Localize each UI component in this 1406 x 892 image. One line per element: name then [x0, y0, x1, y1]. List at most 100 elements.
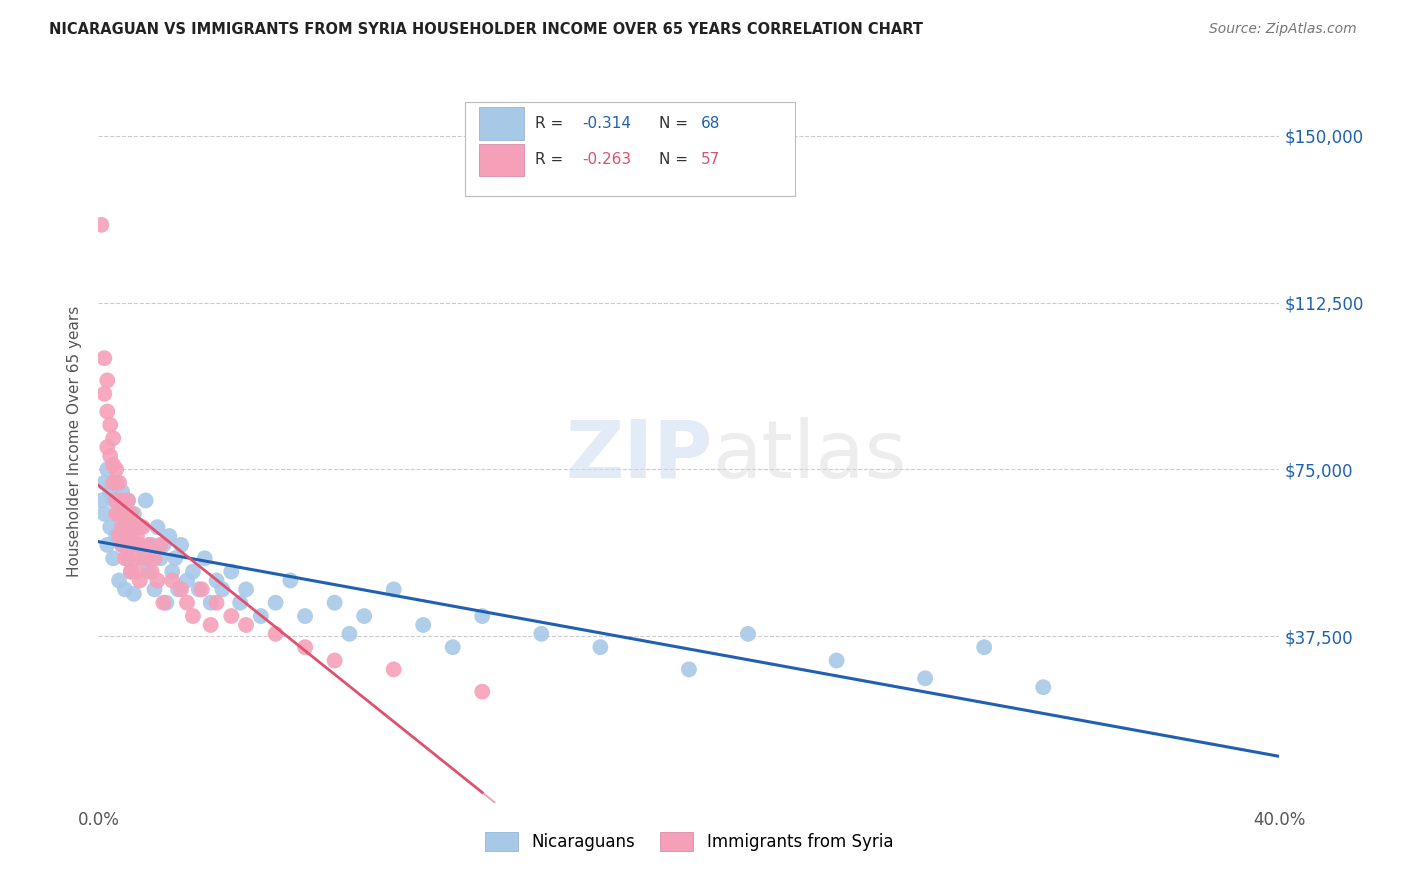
Point — [170, 582, 193, 597]
Text: N =: N = — [659, 153, 693, 168]
Point — [93, 386, 115, 401]
Point — [294, 640, 316, 655]
Point — [323, 596, 346, 610]
Point — [914, 671, 936, 685]
Point — [181, 565, 204, 579]
Point — [141, 538, 163, 552]
Point — [152, 596, 174, 610]
Point — [530, 627, 553, 641]
Point — [114, 520, 136, 534]
Point — [103, 551, 125, 566]
Point — [149, 551, 172, 566]
Point — [117, 493, 139, 508]
Point — [114, 582, 136, 597]
Point — [737, 627, 759, 641]
Point — [471, 609, 494, 624]
Text: Source: ZipAtlas.com: Source: ZipAtlas.com — [1209, 22, 1357, 37]
Text: R =: R = — [536, 116, 568, 131]
Point — [122, 587, 145, 601]
Point — [125, 565, 148, 579]
Point — [108, 574, 131, 588]
Point — [105, 493, 128, 508]
FancyBboxPatch shape — [464, 102, 796, 196]
Point — [111, 493, 134, 508]
Point — [105, 507, 128, 521]
Point — [135, 493, 157, 508]
Point — [181, 609, 204, 624]
Point — [108, 529, 131, 543]
Bar — [478, 107, 523, 140]
Point — [108, 507, 131, 521]
Point — [146, 520, 169, 534]
Point — [157, 529, 180, 543]
Point — [176, 574, 198, 588]
Text: atlas: atlas — [713, 417, 907, 495]
Point — [162, 565, 183, 579]
Point — [125, 538, 148, 552]
Point — [412, 618, 434, 632]
Point — [128, 574, 150, 588]
Point — [471, 684, 494, 698]
Point — [103, 458, 125, 472]
Point — [170, 538, 193, 552]
Point — [165, 551, 187, 566]
Point — [132, 520, 155, 534]
Point — [111, 520, 134, 534]
Point — [187, 582, 209, 597]
Text: ZIP: ZIP — [565, 417, 713, 495]
Point — [441, 640, 464, 655]
Point — [221, 609, 243, 624]
Point — [122, 551, 145, 566]
Point — [152, 538, 174, 552]
Point — [105, 462, 128, 476]
Point — [105, 475, 128, 490]
Point — [103, 475, 125, 490]
Point — [93, 351, 115, 366]
Point — [128, 520, 150, 534]
Point — [211, 582, 233, 597]
Text: 68: 68 — [700, 116, 720, 131]
Point — [229, 596, 252, 610]
Point — [205, 574, 228, 588]
Point — [120, 565, 142, 579]
Text: 57: 57 — [700, 153, 720, 168]
Point — [235, 582, 257, 597]
Point — [114, 507, 136, 521]
Point — [141, 565, 163, 579]
Point — [382, 662, 405, 676]
Point — [221, 565, 243, 579]
Point — [122, 520, 145, 534]
Point — [98, 520, 121, 534]
Point — [120, 538, 142, 552]
Point — [138, 565, 160, 579]
Point — [120, 565, 142, 579]
Point — [103, 431, 125, 445]
Point — [973, 640, 995, 655]
Text: -0.263: -0.263 — [582, 153, 631, 168]
Bar — [478, 144, 523, 176]
Point — [155, 596, 177, 610]
Point — [93, 475, 115, 490]
Point — [143, 582, 166, 597]
Point — [111, 484, 134, 499]
Point — [96, 404, 118, 418]
Point — [176, 596, 198, 610]
Point — [108, 507, 131, 521]
Point — [108, 475, 131, 490]
Point — [117, 493, 139, 508]
Point — [678, 662, 700, 676]
Point — [339, 627, 361, 641]
Text: -0.314: -0.314 — [582, 116, 631, 131]
Point — [589, 640, 612, 655]
Point — [93, 507, 115, 521]
Point — [135, 551, 157, 566]
Point — [294, 609, 316, 624]
Point — [90, 493, 112, 508]
Point — [117, 551, 139, 566]
Point — [120, 529, 142, 543]
Point — [143, 551, 166, 566]
Point — [96, 440, 118, 454]
Point — [323, 653, 346, 667]
Y-axis label: Householder Income Over 65 years: Householder Income Over 65 years — [67, 306, 83, 577]
Point — [96, 538, 118, 552]
